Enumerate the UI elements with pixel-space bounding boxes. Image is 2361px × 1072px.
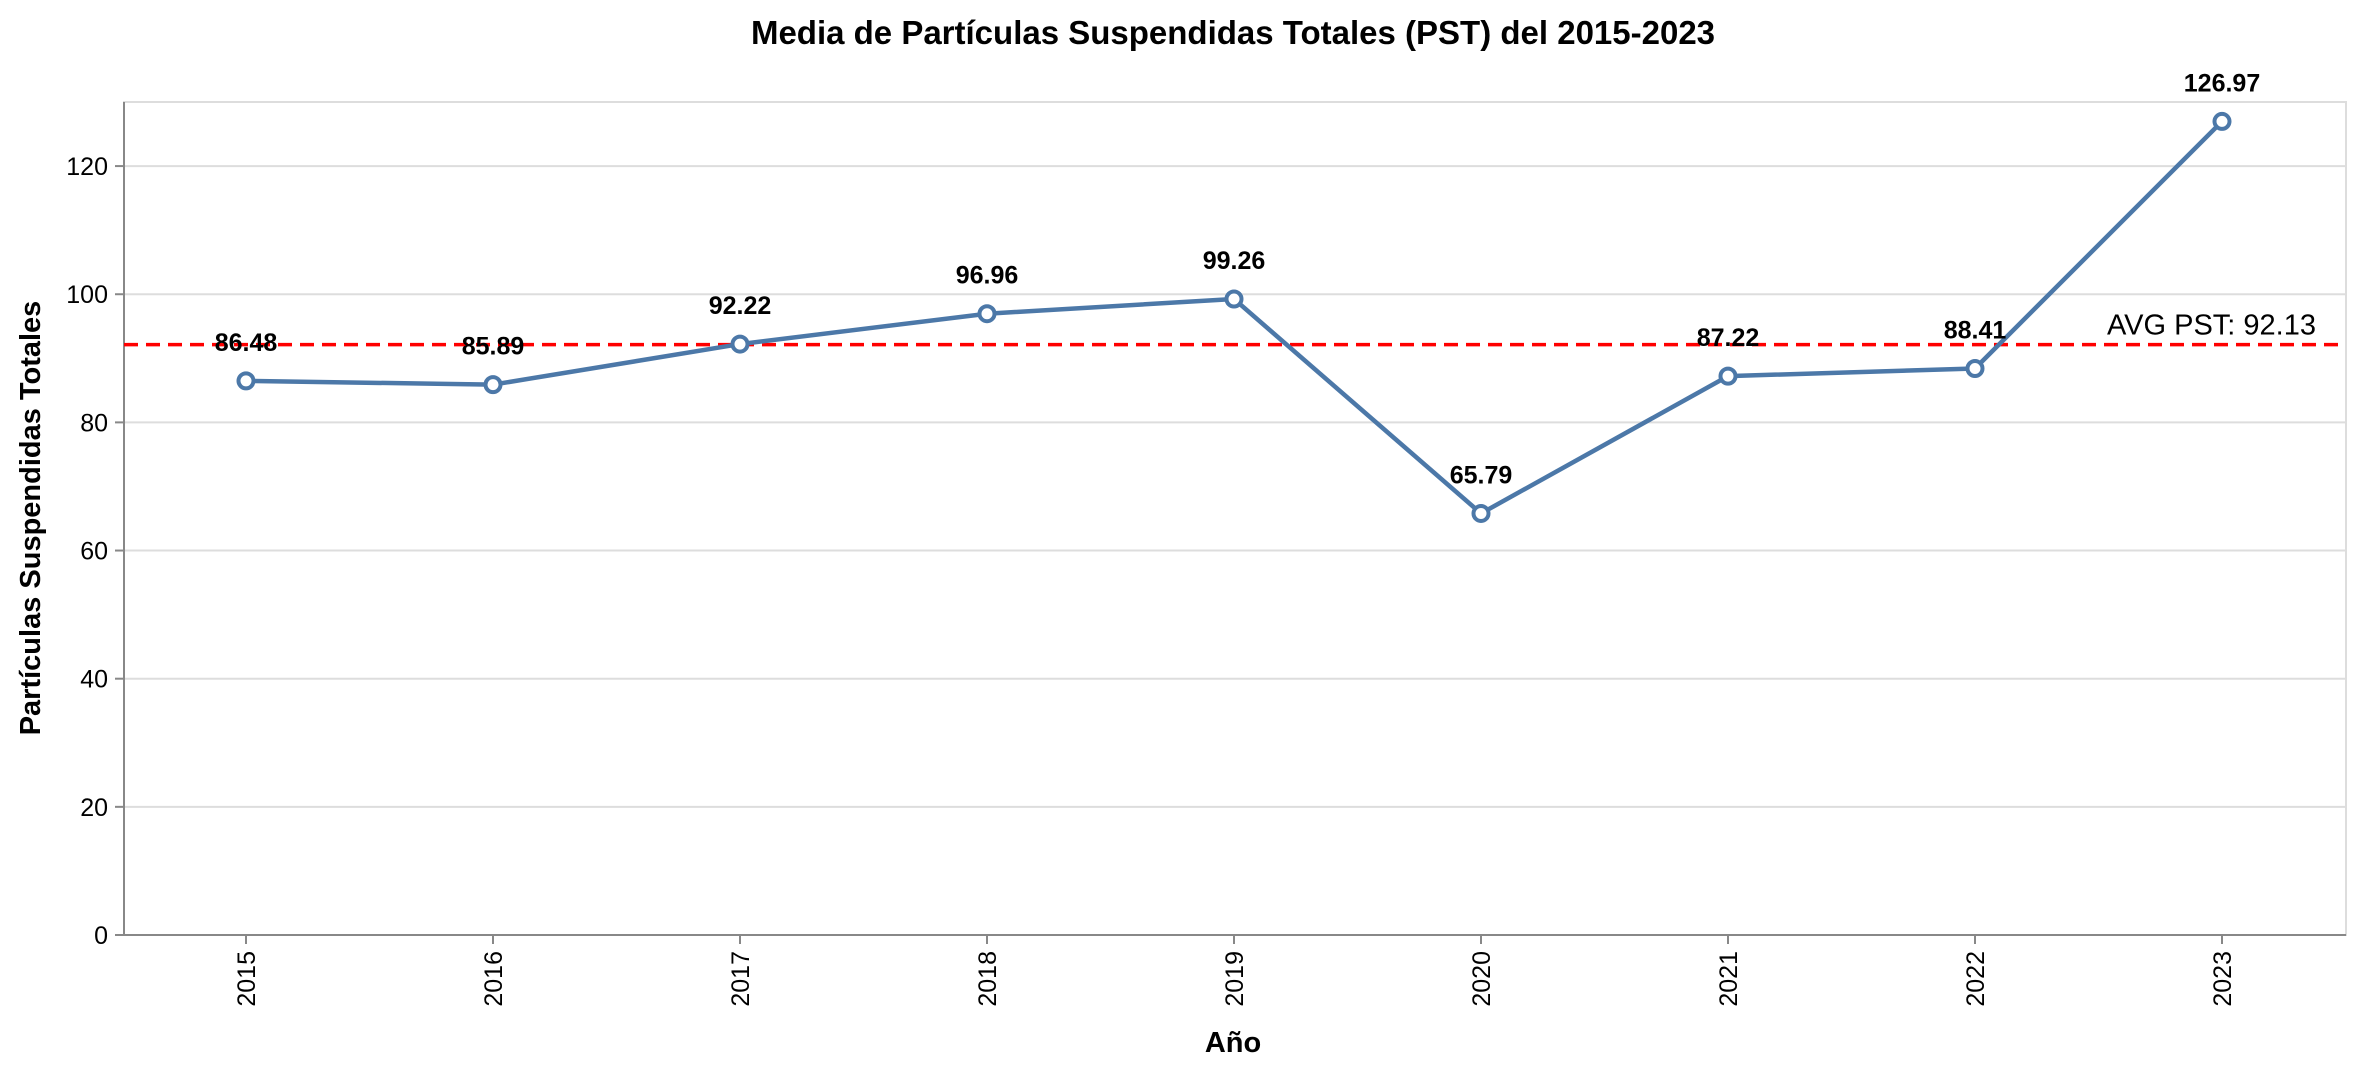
y-tick-label: 60 — [80, 538, 108, 566]
data-point — [977, 304, 997, 324]
x-tick-label: 2020 — [1468, 951, 1496, 1007]
x-tick-label: 2018 — [974, 951, 1002, 1007]
data-label: 92.22 — [709, 292, 772, 320]
x-tick-label: 2023 — [2209, 951, 2237, 1007]
data-labels: 86.48 85.89 92.22 96.96 99.26 65.79 87.22 88.41… — [215, 69, 2261, 489]
y-tick-label: 100 — [66, 281, 108, 309]
axes: 0 20 40 60 80 100 120 2015 2016 2017 2018 2019 2020 2… — [66, 102, 2346, 1007]
reference-line-group: AVG PST: 92.13 — [124, 310, 2346, 347]
data-point — [1718, 366, 1738, 386]
data-point — [483, 375, 503, 395]
series-line — [243, 119, 2225, 516]
average-reference-label: AVG PST: 92.13 — [2107, 310, 2316, 342]
data-label: 85.89 — [462, 333, 525, 361]
x-tick-label: 2017 — [727, 951, 755, 1007]
y-tick-label: 120 — [66, 153, 108, 181]
data-point — [1224, 289, 1244, 309]
x-tick-label: 2019 — [1221, 951, 1249, 1007]
chart-title: Media de Partículas Suspendidas Totales … — [751, 14, 1715, 51]
series-group — [236, 111, 2232, 523]
data-label: 99.26 — [1203, 247, 1266, 275]
x-tick-label: 2021 — [1715, 951, 1743, 1007]
y-tick-label: 20 — [80, 794, 108, 822]
data-label: 65.79 — [1450, 461, 1513, 489]
grid-lines — [123, 101, 2347, 936]
y-tick-label: 0 — [94, 922, 108, 950]
data-point — [730, 334, 750, 354]
data-label: 126.97 — [2184, 69, 2260, 97]
data-label: 87.22 — [1697, 324, 1760, 352]
plot-frame — [123, 101, 2347, 936]
data-point — [2212, 111, 2232, 131]
data-label: 88.41 — [1944, 316, 2007, 344]
y-axis-title: Partículas Suspendidas Totales — [15, 301, 47, 736]
x-tick-label: 2016 — [480, 951, 508, 1007]
data-point — [1471, 503, 1491, 523]
data-label: 86.48 — [215, 329, 278, 357]
x-axis-title: Año — [1205, 1027, 1261, 1059]
x-tick-label: 2022 — [1962, 951, 1990, 1007]
data-point — [236, 371, 256, 391]
data-label: 96.96 — [956, 262, 1019, 290]
y-tick-label: 80 — [80, 409, 108, 437]
x-tick-label: 2015 — [233, 951, 261, 1007]
data-point — [1965, 358, 1985, 378]
y-tick-label: 40 — [80, 666, 108, 694]
